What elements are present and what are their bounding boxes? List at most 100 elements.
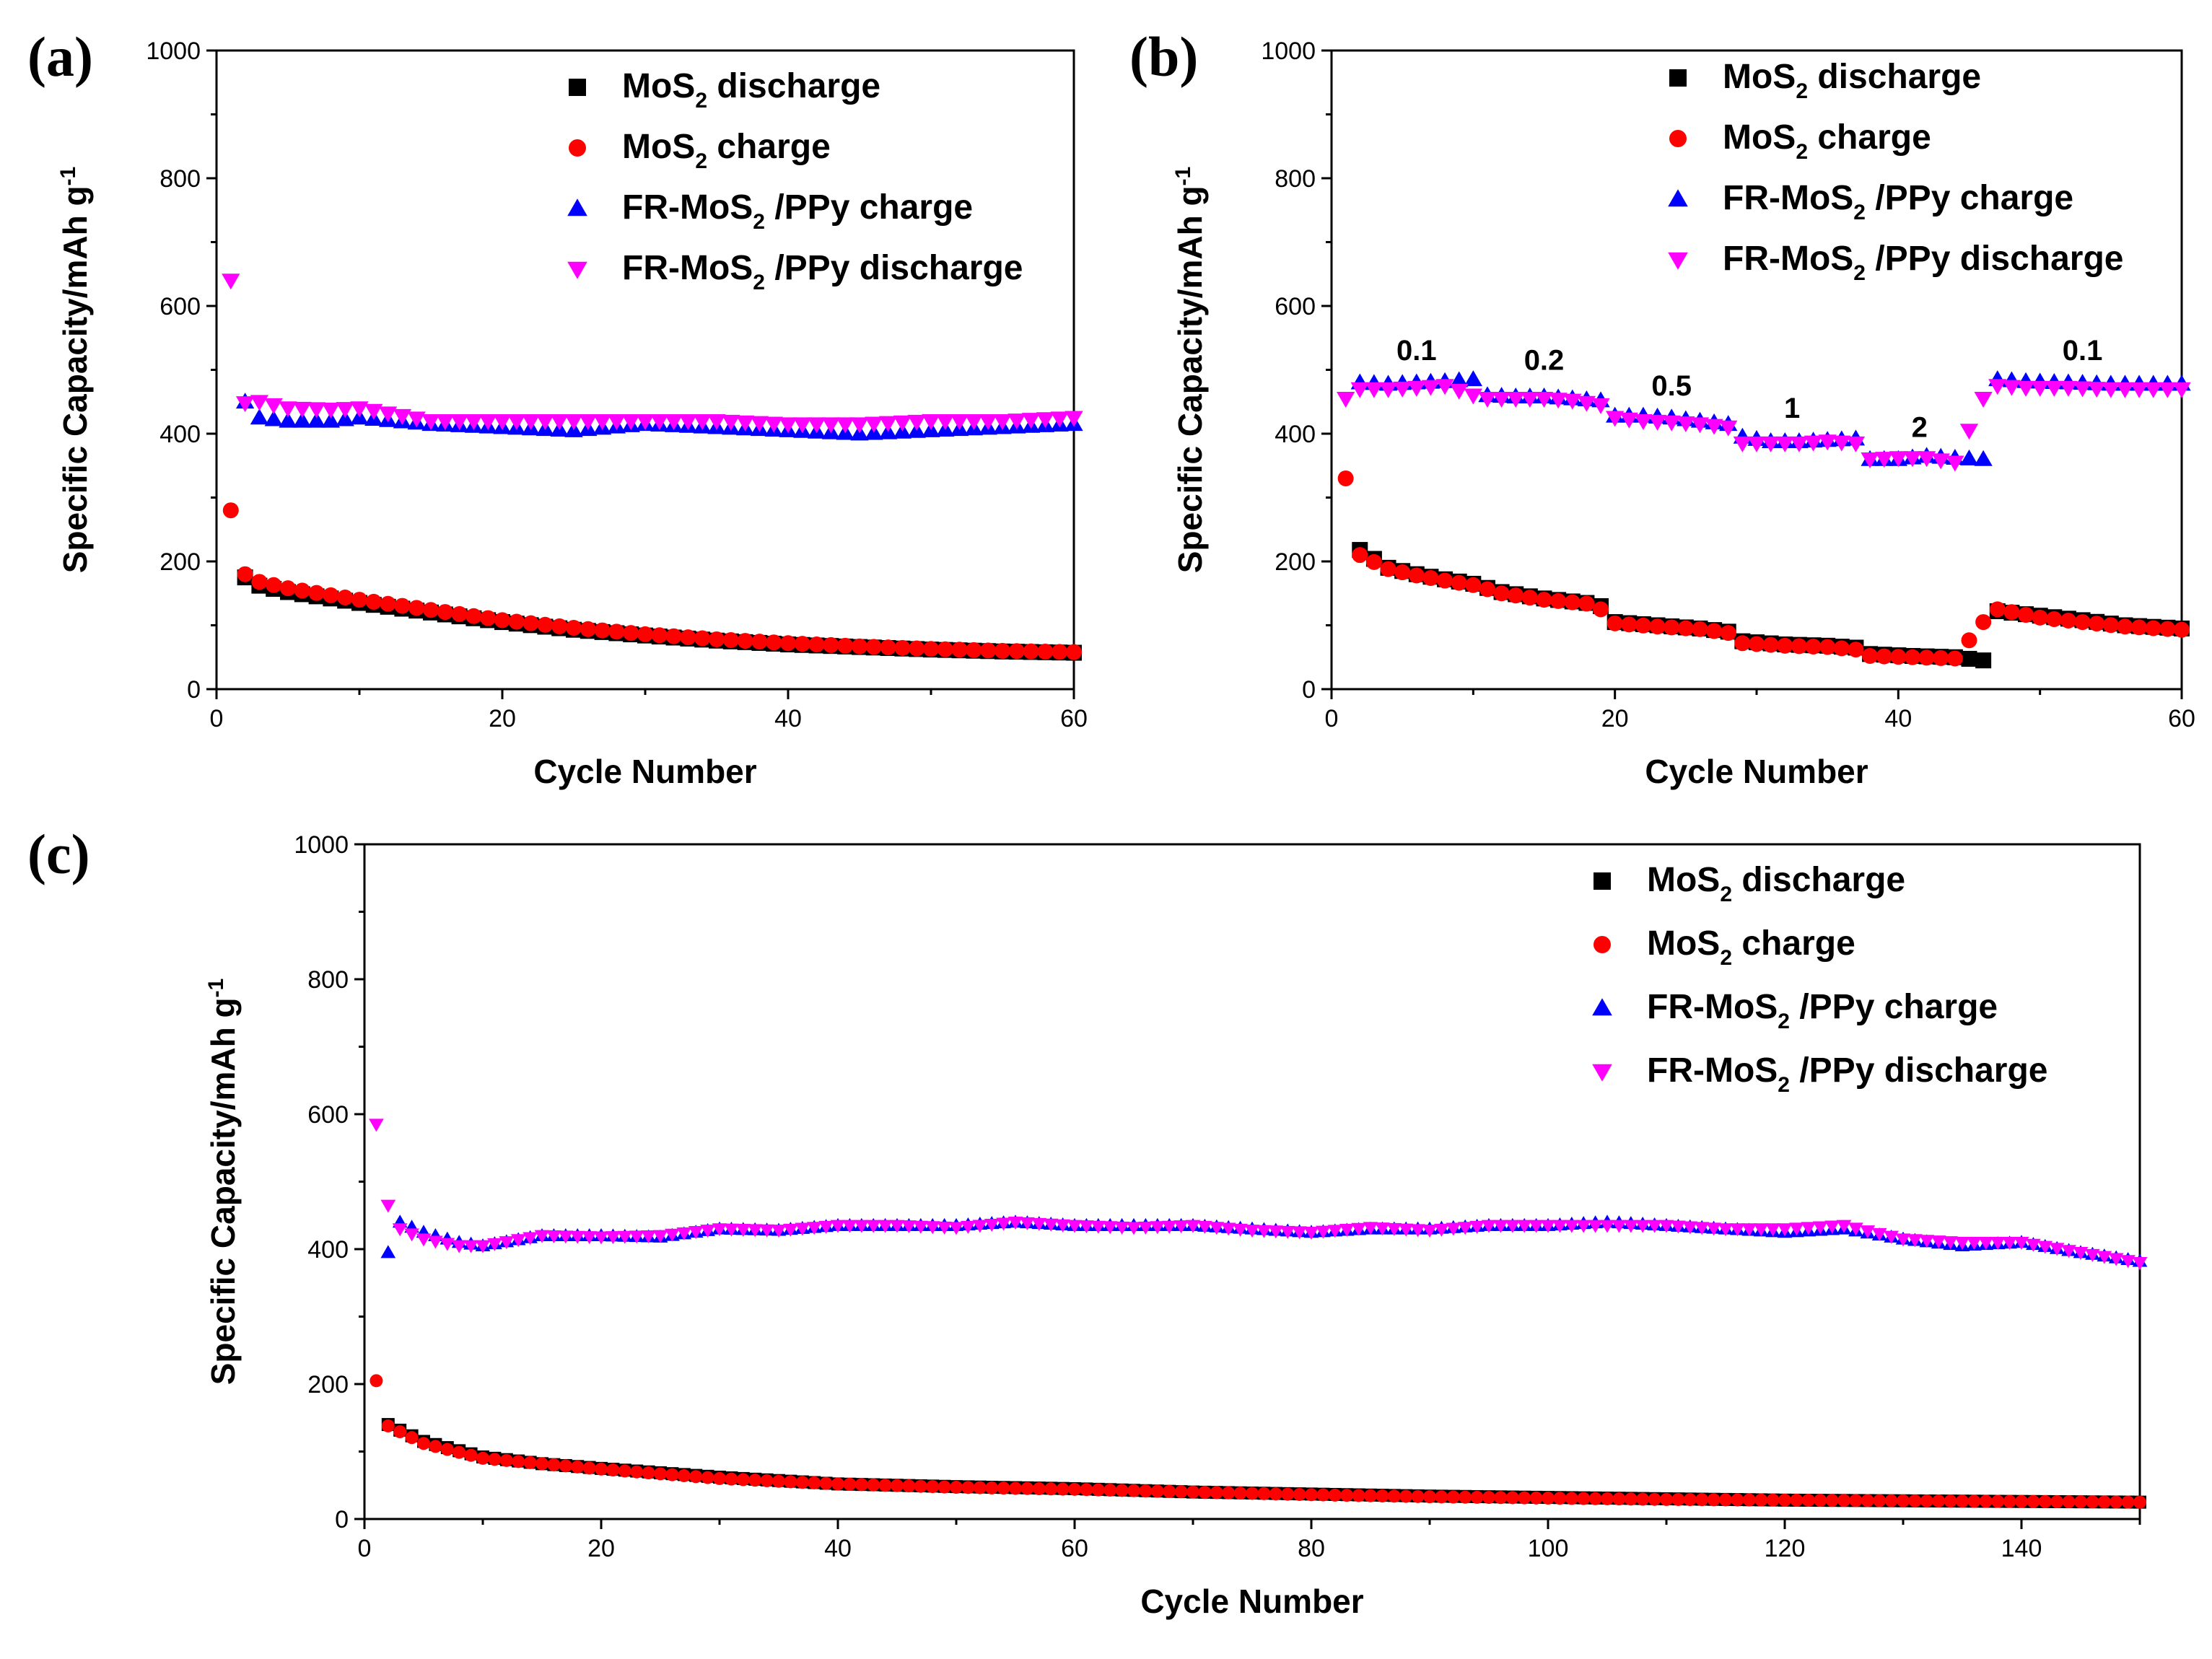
data-point xyxy=(993,413,1012,430)
data-point xyxy=(1648,1492,1661,1506)
data-point xyxy=(2132,1257,2148,1271)
data-point xyxy=(1733,436,1752,452)
legend-label: MoS2 discharge xyxy=(1647,861,1905,906)
data-point xyxy=(1303,1226,1319,1240)
data-point xyxy=(1753,1223,1769,1237)
y-axis-title: Specific Capacity/mAh g-1 xyxy=(204,979,242,1386)
legend-label: MoS2 charge xyxy=(1647,924,1855,970)
data-point xyxy=(665,1228,680,1242)
data-point xyxy=(593,1231,609,1245)
x-tick-label: 40 xyxy=(774,705,802,732)
data-point xyxy=(337,590,354,606)
data-point xyxy=(747,1224,763,1238)
series-mos2_charge xyxy=(1337,470,2190,667)
data-point xyxy=(709,631,725,647)
data-point xyxy=(2130,382,2148,398)
x-tick-label: 40 xyxy=(1884,705,1912,732)
data-point xyxy=(1789,1222,1804,1236)
data-point xyxy=(566,620,582,636)
data-point xyxy=(1946,650,1963,667)
data-point xyxy=(865,1220,881,1233)
data-point xyxy=(408,600,425,616)
data-point xyxy=(1825,1494,1839,1507)
data-point xyxy=(1163,1484,1176,1498)
data-point xyxy=(1020,1217,1035,1230)
data-point xyxy=(1050,411,1069,428)
data-point xyxy=(429,1440,442,1453)
data-point xyxy=(1549,393,1568,409)
data-point xyxy=(1801,1494,1815,1507)
data-point xyxy=(2050,1494,2064,1508)
data-point xyxy=(1967,1494,1981,1508)
data-point xyxy=(1482,1491,1495,1505)
data-point xyxy=(1612,1220,1627,1233)
data-point xyxy=(392,1223,408,1237)
data-point xyxy=(534,1230,550,1243)
data-point xyxy=(2085,1248,2100,1262)
data-point xyxy=(830,1220,846,1233)
data-point xyxy=(1126,1222,1142,1235)
data-point xyxy=(606,1231,621,1245)
data-point xyxy=(1316,1488,1330,1502)
data-point xyxy=(380,1245,396,1259)
data-point xyxy=(850,417,869,434)
data-point xyxy=(1871,1227,1887,1241)
data-point xyxy=(1636,1492,1650,1506)
data-point xyxy=(2049,1243,2065,1256)
data-point xyxy=(1305,1488,1318,1502)
data-point xyxy=(736,1473,750,1487)
data-point xyxy=(499,1236,515,1250)
data-point xyxy=(1801,1222,1817,1235)
data-point xyxy=(1873,1494,1887,1507)
y-tick-label: 0 xyxy=(1302,676,1316,704)
data-point xyxy=(1090,1220,1106,1234)
data-point xyxy=(693,413,712,430)
data-point xyxy=(712,1223,727,1237)
data-point xyxy=(1007,413,1026,430)
data-point xyxy=(618,1464,631,1478)
data-point xyxy=(423,602,439,618)
data-point xyxy=(499,1453,513,1467)
data-point xyxy=(464,413,484,430)
legend-marker-triangle-up-icon xyxy=(1592,998,1612,1016)
data-point xyxy=(1762,636,1779,653)
data-point xyxy=(1529,1491,1543,1505)
data-point xyxy=(1837,1494,1850,1507)
data-point xyxy=(784,1475,797,1489)
data-point xyxy=(1884,1494,1898,1507)
data-point xyxy=(914,1479,927,1493)
data-point xyxy=(1459,1490,1472,1504)
data-point xyxy=(579,413,598,430)
data-point xyxy=(235,396,255,413)
data-point xyxy=(1494,1491,1508,1505)
data-point xyxy=(464,1448,478,1462)
data-point xyxy=(948,1222,964,1235)
data-point xyxy=(654,1467,667,1481)
data-point xyxy=(1775,436,1794,452)
data-point xyxy=(2031,380,2050,397)
data-point xyxy=(2026,1238,2041,1252)
legend-label: FR-MoS2 /PPy discharge xyxy=(1723,240,2123,285)
data-point xyxy=(1056,1482,1070,1496)
data-point xyxy=(878,1479,892,1492)
data-point xyxy=(924,1221,940,1235)
data-point xyxy=(1860,1225,1876,1239)
data-point xyxy=(966,642,982,658)
data-point xyxy=(494,612,510,629)
data-point xyxy=(748,1474,762,1487)
data-point xyxy=(1818,434,1837,451)
data-point xyxy=(1337,470,1354,486)
data-point xyxy=(1464,370,1482,387)
data-point xyxy=(902,1479,916,1493)
data-point xyxy=(307,402,326,419)
data-point xyxy=(1209,1222,1225,1235)
data-point xyxy=(1932,1494,1946,1508)
data-point xyxy=(1516,1220,1532,1233)
data-point xyxy=(950,1481,963,1494)
data-point xyxy=(488,1453,502,1466)
series-mos2_charge xyxy=(222,502,1082,660)
legend-marker-triangle-up-icon xyxy=(1668,189,1688,207)
data-point xyxy=(1457,1222,1473,1235)
data-point xyxy=(823,636,839,653)
